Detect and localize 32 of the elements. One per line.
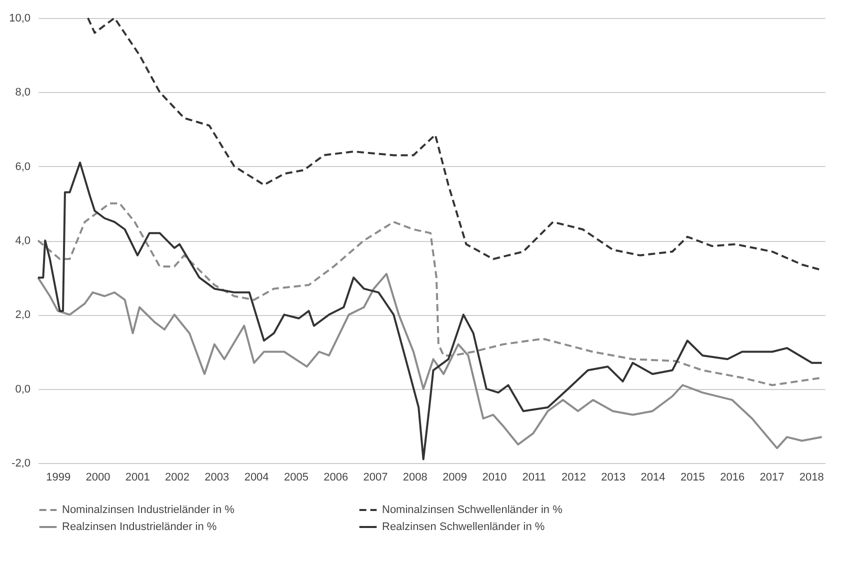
x-tick-label: 2008 xyxy=(402,472,428,484)
x-tick-label: 2000 xyxy=(86,472,110,484)
x-tick-label: 2005 xyxy=(284,472,308,484)
y-tick-label: 8,0 xyxy=(15,86,30,99)
x-tick-label: 2013 xyxy=(601,472,626,484)
legend-label: Realzinsen Schwellenländer in % xyxy=(382,521,545,533)
x-tick-label: 2010 xyxy=(482,472,507,484)
x-tick-label: 2017 xyxy=(760,472,784,484)
x-tick-label: 2009 xyxy=(442,472,468,484)
y-tick-label: 2,0 xyxy=(15,309,30,322)
y-tick-label: 0,0 xyxy=(15,383,30,396)
x-tick-label: 2018 xyxy=(799,472,824,484)
x-tick-label: 2014 xyxy=(640,472,666,484)
legend-label: Realzinsen Industrieländer in % xyxy=(62,521,217,533)
x-tick-label: 2016 xyxy=(720,472,745,484)
x-tick-label: 2012 xyxy=(561,472,586,484)
y-tick-label: -2,0 xyxy=(12,458,30,470)
x-tick-label: 2006 xyxy=(324,472,348,484)
legend-label: Nominalzinsen Industrieländer in % xyxy=(62,504,235,516)
line-series xyxy=(37,162,823,460)
x-tick-label: 1999 xyxy=(46,472,71,484)
x-tick-label: 2003 xyxy=(204,472,230,484)
legend-label: Nominalzinsen Schwellenländer in % xyxy=(382,504,563,516)
y-tick-label: 4,0 xyxy=(15,235,30,247)
x-tick-label: 2001 xyxy=(125,472,150,484)
y-tick-label: 6,0 xyxy=(15,160,30,173)
x-tick-label: 2011 xyxy=(522,472,546,484)
x-tick-label: 2015 xyxy=(680,472,705,484)
x-tick-label: 2002 xyxy=(165,472,190,484)
x-tick-label: 2007 xyxy=(363,472,388,484)
x-tick-label: 2004 xyxy=(244,472,269,484)
y-tick-label: 10,0 xyxy=(9,12,30,24)
